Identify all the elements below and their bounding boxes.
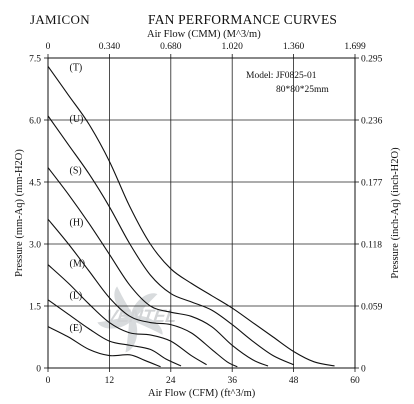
brand-name: JAMICON <box>30 12 90 27</box>
curve-label-group: (T) (U) (S) (H) (M) (L) (E) <box>69 62 85 333</box>
curve-h <box>47 218 238 368</box>
curve-label-h: (H) <box>69 217 83 228</box>
curve-u <box>47 115 294 366</box>
x-tick-label: 0 <box>46 376 51 386</box>
x-tick-label: 12 <box>105 376 115 386</box>
fan-blade-shape <box>129 315 163 335</box>
right-tick-label: 0.118 <box>361 241 382 251</box>
fan-blade-shape <box>97 315 133 329</box>
curve-label-u: (U) <box>69 114 83 125</box>
chart-grid <box>48 58 355 368</box>
watermark-text: VENTEL <box>104 306 178 326</box>
curve-m <box>47 264 207 366</box>
top-axis-title: Air Flow (CMM) (M^3/m) <box>147 29 261 40</box>
model-number: Model: JF0825-01 <box>246 71 317 81</box>
axis-ticks: 0 12 24 36 48 600 0.340 0.680 1.020 1.360 1.69901.… <box>29 42 383 386</box>
right-tick-label: 0.236 <box>361 117 383 127</box>
right-tick-label: 0.295 <box>361 55 383 65</box>
top-tick-label: 1.699 <box>344 42 366 52</box>
bottom-axis-title: Air Flow (CFM) (ft^3/m) <box>148 388 256 399</box>
curve-l <box>47 299 182 367</box>
x-tick-label: 48 <box>289 376 299 386</box>
y-tick-label: 0 <box>36 365 41 375</box>
right-tick-label: 0 <box>361 365 366 375</box>
y-tick-label: 4.5 <box>29 179 41 189</box>
curve-s <box>47 167 269 367</box>
y-tick-label: 7.5 <box>29 55 41 65</box>
x-tick-label: 24 <box>166 376 176 386</box>
curve-label-m: (M) <box>69 259 85 270</box>
curve-label-t: (T) <box>69 62 82 73</box>
x-tick-label: 60 <box>350 376 360 386</box>
y-tick-label: 6.0 <box>29 117 41 127</box>
right-tick-label: 0.177 <box>361 179 383 189</box>
top-tick-label: 0 <box>46 42 51 52</box>
left-axis-title: Pressure (mm-Aq) (mm-H2O) <box>14 149 25 277</box>
y-tick-label: 1.5 <box>29 303 41 313</box>
top-tick-label: 1.360 <box>283 42 305 52</box>
fan-blade-shape <box>114 286 135 319</box>
curve-label-e: (E) <box>69 323 82 334</box>
top-tick-label: 0.680 <box>160 42 182 52</box>
fan-blade-shape <box>130 293 158 321</box>
right-tick-label: 0.059 <box>361 303 383 313</box>
curve-group <box>47 65 335 368</box>
curve-t <box>47 65 335 367</box>
curve-label-s: (S) <box>69 166 81 177</box>
plot-frame <box>47 57 356 369</box>
curve-e <box>47 326 161 368</box>
right-axis-title: Pressure (inch-Aq) (inch-H2O) <box>390 147 401 279</box>
y-tick-label: 3.0 <box>29 241 41 251</box>
chart-title: FAN PERFORMANCE CURVES <box>148 12 337 27</box>
fan-logo-icon <box>97 286 163 353</box>
top-tick-label: 0.340 <box>99 42 121 52</box>
x-tick-label: 36 <box>227 376 237 386</box>
fan-blade-shape <box>125 316 138 353</box>
model-size: 80*80*25mm <box>276 85 329 95</box>
curve-label-l: (L) <box>69 291 82 302</box>
top-tick-label: 1.020 <box>222 42 244 52</box>
